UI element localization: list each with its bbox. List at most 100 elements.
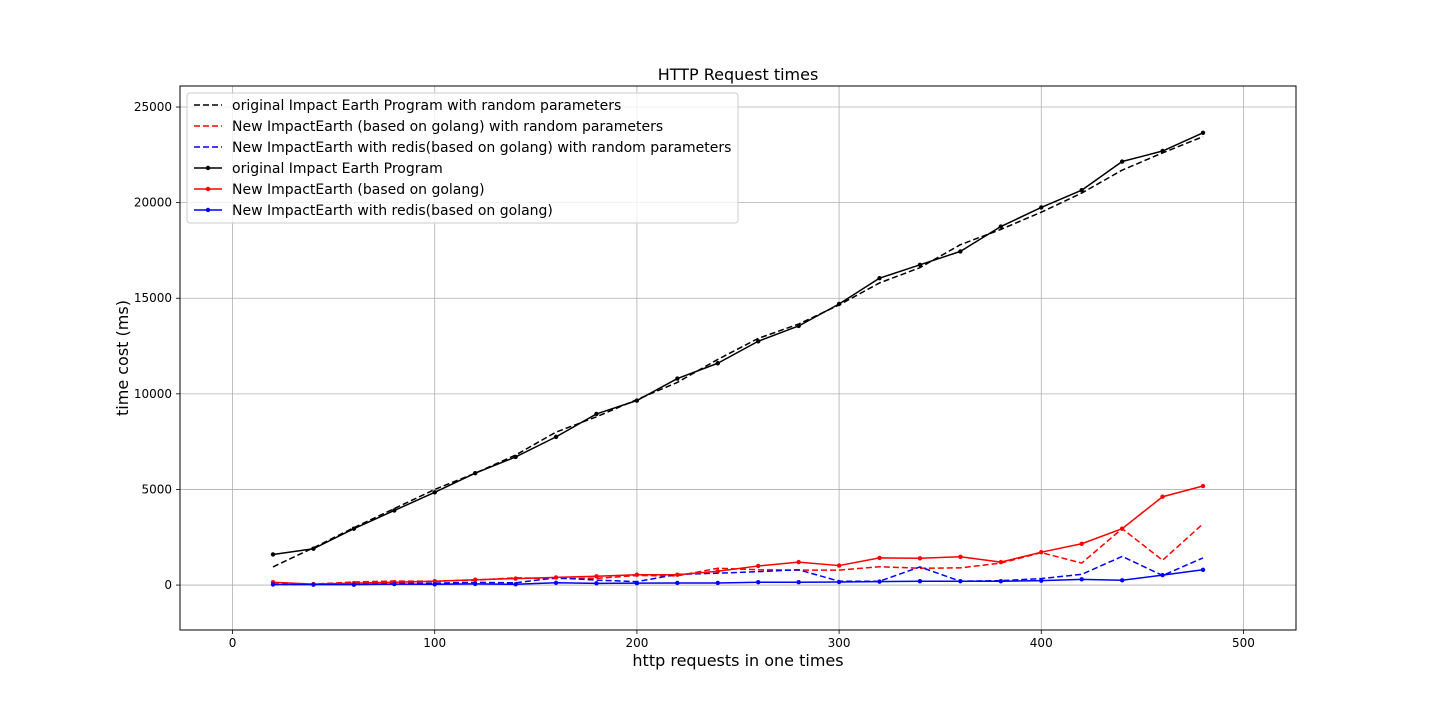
data-point xyxy=(432,579,437,584)
data-point xyxy=(958,579,963,584)
data-point xyxy=(1079,188,1084,193)
legend-label: New ImpactEarth with redis(based on gola… xyxy=(232,203,553,219)
data-point xyxy=(756,563,761,569)
data-point xyxy=(270,582,276,587)
series-1 xyxy=(272,135,1204,568)
data-point xyxy=(392,508,397,513)
data-point xyxy=(311,546,316,551)
data-point xyxy=(311,582,316,587)
data-point xyxy=(594,411,599,417)
data-point xyxy=(1200,483,1206,489)
data-point xyxy=(715,361,720,366)
data-point xyxy=(432,490,437,495)
legend-marker xyxy=(205,165,211,171)
y-tick-label: 20000 xyxy=(134,196,172,210)
data-point xyxy=(877,579,882,584)
x-tick-label: 500 xyxy=(1232,636,1255,650)
data-point xyxy=(675,580,680,586)
x-tick-label: 300 xyxy=(828,636,851,650)
series-line xyxy=(272,555,1204,586)
series-3 xyxy=(272,555,1204,586)
data-point xyxy=(1079,577,1084,582)
legend-label: New ImpactEarth (based on golang) xyxy=(232,182,485,198)
data-point xyxy=(553,575,559,580)
data-point xyxy=(796,559,801,565)
legend-box xyxy=(186,92,739,224)
legend-label: original Impact Earth Program with rando… xyxy=(232,98,621,114)
data-point xyxy=(553,434,559,440)
legend-item: New ImpactEarth (based on golang) with r… xyxy=(194,119,663,135)
data-point xyxy=(1200,567,1206,572)
y-tick-label: 10000 xyxy=(134,387,172,401)
series-6 xyxy=(270,567,1206,587)
y-tick-label: 15000 xyxy=(134,291,172,305)
data-point xyxy=(392,581,397,587)
x-axis: 0 100 200 300 400 500 xyxy=(229,630,1255,650)
data-point xyxy=(432,582,437,587)
series-line xyxy=(272,569,1204,586)
data-point xyxy=(513,576,518,581)
x-tick-label: 400 xyxy=(1030,636,1053,650)
data-point xyxy=(472,471,478,476)
data-point xyxy=(675,572,680,577)
data-point xyxy=(1039,549,1044,555)
data-point xyxy=(351,526,357,531)
x-tick-label: 200 xyxy=(625,636,648,650)
data-point xyxy=(998,559,1004,565)
data-point xyxy=(836,563,842,568)
legend-label: New ImpactEarth (based on golang) with r… xyxy=(232,119,663,135)
y-tick-label: 25000 xyxy=(134,100,172,114)
x-tick-label: 0 xyxy=(229,636,237,650)
legend-item: New ImpactEarth with redis(based on gola… xyxy=(194,203,553,219)
data-point xyxy=(594,574,599,579)
data-point xyxy=(756,339,761,344)
series-layer xyxy=(270,130,1206,587)
legend-marker xyxy=(205,207,211,213)
data-point xyxy=(1119,578,1125,583)
data-point xyxy=(1160,494,1165,499)
data-point xyxy=(553,580,559,585)
data-point xyxy=(958,554,963,559)
legend-marker xyxy=(205,186,211,192)
y-axis: 0 5000 10000 15000 20000 25000 xyxy=(134,100,180,592)
data-point xyxy=(958,249,963,254)
data-point xyxy=(351,582,357,587)
data-point xyxy=(634,398,640,403)
data-point xyxy=(1119,526,1125,531)
data-point xyxy=(1039,205,1044,210)
chart-title: HTTP Request times xyxy=(658,65,819,84)
data-point xyxy=(998,224,1004,229)
legend-item: New ImpactEarth with redis(based on gola… xyxy=(194,140,731,156)
data-point xyxy=(836,301,842,307)
data-point xyxy=(917,262,923,267)
data-point xyxy=(917,579,923,584)
data-point xyxy=(675,376,680,381)
data-point xyxy=(715,569,720,574)
data-point xyxy=(1119,159,1125,164)
data-point xyxy=(756,579,761,585)
data-point xyxy=(472,577,478,582)
data-point xyxy=(877,555,882,561)
data-point xyxy=(472,581,478,587)
data-point xyxy=(836,579,842,585)
series-line xyxy=(272,485,1204,585)
legend: original Impact Earth Program with rando… xyxy=(186,92,739,224)
series-line xyxy=(272,132,1204,556)
data-point xyxy=(877,275,882,281)
x-tick-label: 100 xyxy=(423,636,446,650)
data-point xyxy=(270,552,276,557)
data-point xyxy=(796,323,801,329)
plot-frame xyxy=(179,85,1297,631)
data-point xyxy=(1039,578,1044,583)
series-4 xyxy=(270,130,1206,557)
data-point xyxy=(715,580,720,586)
y-tick-label: 0 xyxy=(164,578,172,592)
legend-label: original Impact Earth Program xyxy=(232,161,443,177)
legend-item: New ImpactEarth (based on golang) xyxy=(194,182,485,198)
data-point xyxy=(513,454,518,460)
data-point xyxy=(513,582,518,587)
data-point xyxy=(1160,148,1165,154)
data-point xyxy=(1079,541,1084,546)
data-point xyxy=(594,581,599,586)
